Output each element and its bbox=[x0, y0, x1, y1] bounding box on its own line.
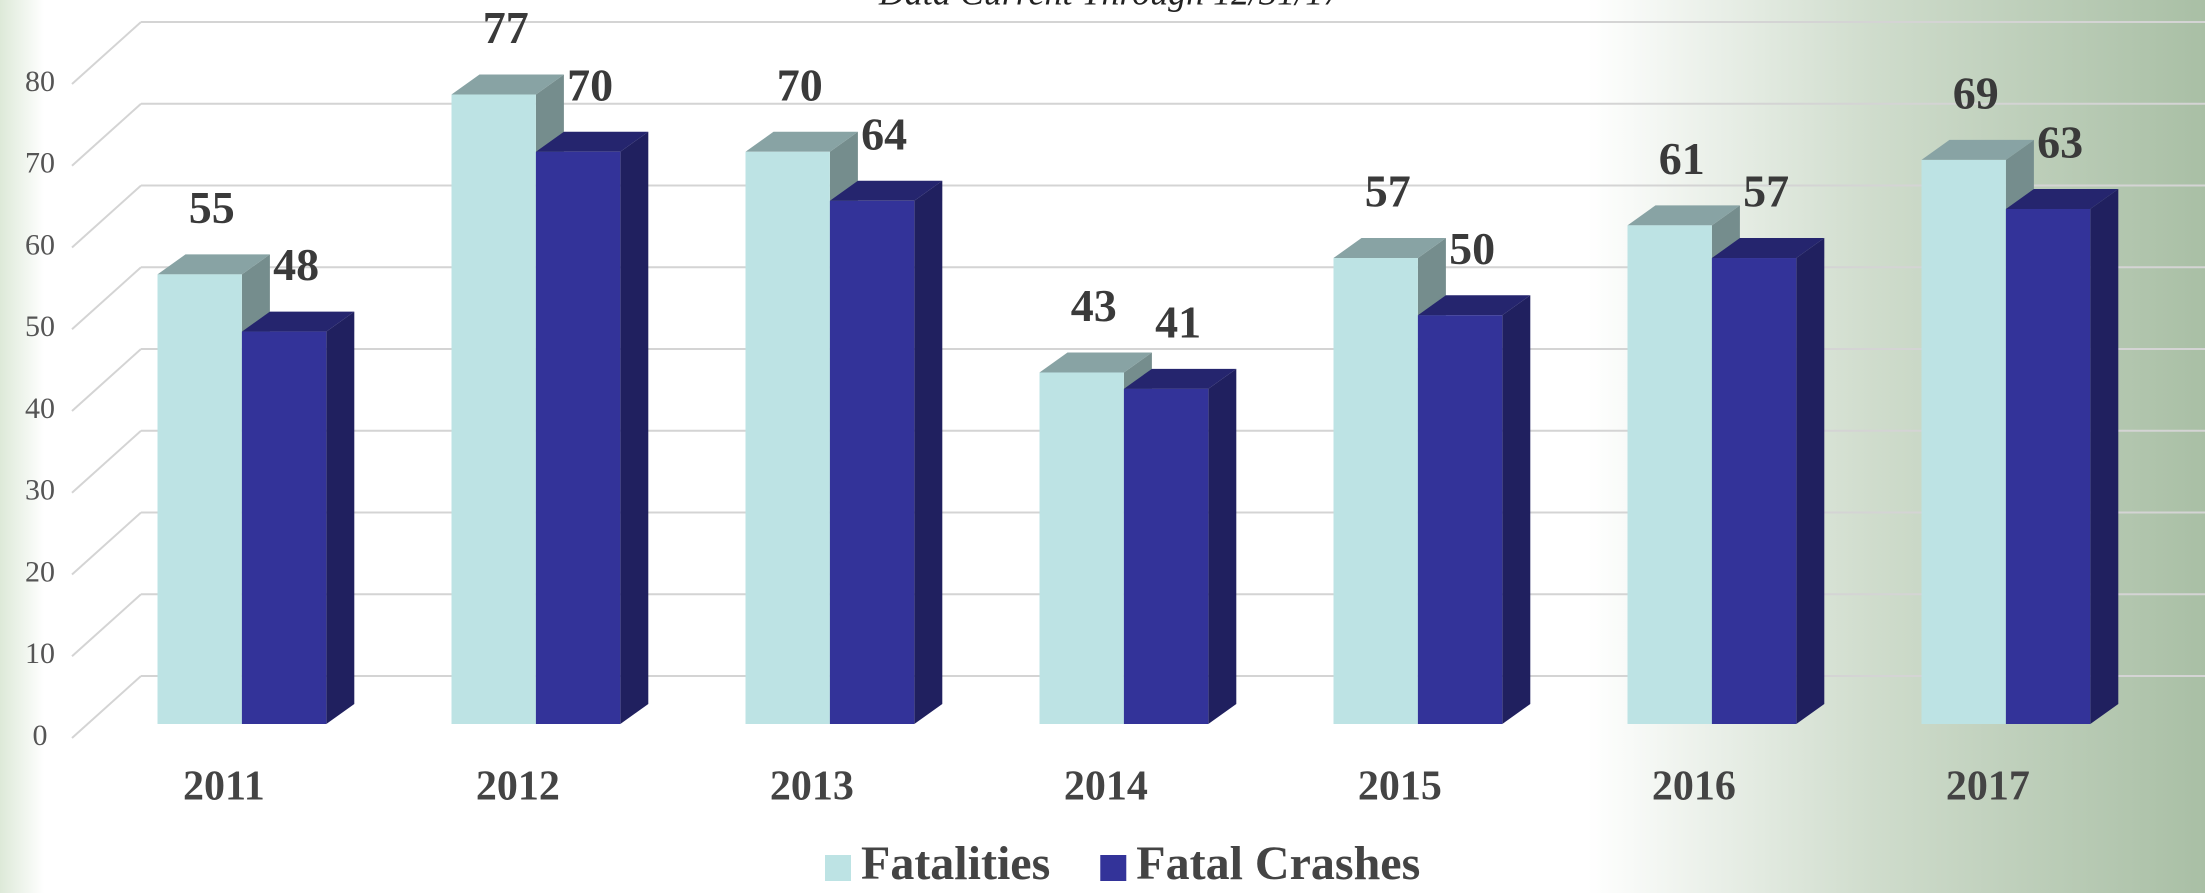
bar-top bbox=[2005, 188, 2119, 209]
bar-top bbox=[535, 131, 649, 152]
y-tick-label: 0 bbox=[33, 719, 48, 752]
x-tick-label: 2013 bbox=[770, 764, 854, 810]
value-label: 50 bbox=[1449, 223, 1495, 274]
bar-front bbox=[1123, 388, 1209, 724]
bar-front bbox=[241, 331, 327, 724]
legend-swatch bbox=[825, 855, 851, 881]
value-label: 69 bbox=[1953, 67, 1999, 118]
bar bbox=[1711, 238, 1825, 724]
subtitle: Data Current Through 12/31/17 bbox=[878, 0, 1343, 12]
value-label: 48 bbox=[273, 239, 319, 290]
bar-top bbox=[1123, 368, 1237, 389]
value-label: 55 bbox=[189, 182, 235, 233]
bar-top bbox=[1417, 295, 1531, 316]
value-label: 41 bbox=[1155, 296, 1201, 347]
bar bbox=[2005, 188, 2119, 725]
bar-top bbox=[1039, 352, 1152, 373]
bar-front bbox=[745, 151, 830, 724]
bar-front bbox=[451, 94, 536, 724]
y-tick-label: 80 bbox=[25, 65, 55, 98]
value-label: 64 bbox=[861, 108, 907, 159]
value-label: 63 bbox=[2037, 117, 2083, 168]
y-tick-label: 10 bbox=[25, 637, 55, 670]
x-tick-label: 2017 bbox=[1946, 764, 2030, 810]
value-label: 61 bbox=[1659, 133, 1705, 184]
x-tick-label: 2011 bbox=[183, 764, 265, 810]
bar bbox=[829, 180, 943, 725]
bar bbox=[1417, 295, 1531, 724]
x-tick-label: 2015 bbox=[1358, 764, 1442, 810]
grid-line bbox=[71, 430, 142, 494]
bar-side bbox=[1796, 238, 1825, 724]
bar-top bbox=[1627, 205, 1740, 226]
bar-side bbox=[620, 131, 649, 724]
grid-line bbox=[71, 21, 142, 85]
bar-front bbox=[535, 151, 621, 724]
bar-top bbox=[1711, 238, 1825, 259]
bar-top bbox=[451, 74, 564, 95]
grid-line bbox=[71, 266, 142, 330]
grid-line bbox=[71, 348, 142, 412]
grid-line bbox=[71, 184, 142, 249]
bar-side bbox=[326, 311, 355, 724]
grid-line bbox=[71, 511, 142, 576]
bar-front bbox=[1039, 372, 1124, 724]
y-tick-label: 50 bbox=[25, 310, 55, 343]
bar bbox=[1123, 368, 1237, 724]
y-tick-label: 20 bbox=[25, 555, 55, 588]
bar-side bbox=[1502, 295, 1531, 724]
bar-top bbox=[829, 180, 943, 201]
value-label: 43 bbox=[1071, 280, 1117, 331]
bar-top bbox=[1921, 139, 2034, 160]
x-tick-label: 2012 bbox=[476, 764, 560, 810]
bar-side bbox=[914, 180, 943, 725]
grid-line bbox=[71, 593, 142, 657]
bar-top bbox=[1333, 238, 1446, 259]
x-tick-label: 2014 bbox=[1064, 764, 1148, 810]
bar-side bbox=[1208, 368, 1237, 724]
value-label: 70 bbox=[567, 59, 613, 110]
bar-front bbox=[1417, 315, 1503, 724]
legend-label: Fatalities bbox=[861, 837, 1050, 890]
bar bbox=[241, 311, 355, 724]
bar-side bbox=[2090, 188, 2119, 725]
legend-swatch bbox=[1100, 855, 1127, 881]
legend-label: Fatal Crashes bbox=[1136, 837, 1420, 890]
value-label: 77 bbox=[483, 2, 529, 53]
bar-top bbox=[241, 311, 355, 332]
y-tick-label: 30 bbox=[25, 474, 55, 507]
bar bbox=[535, 131, 649, 724]
bar-front bbox=[1711, 258, 1797, 724]
bar-front bbox=[1333, 258, 1418, 724]
bar-front bbox=[157, 274, 242, 724]
grid-line bbox=[71, 675, 142, 739]
value-label: 70 bbox=[777, 59, 823, 110]
bar-front bbox=[1921, 159, 2006, 725]
bar-front bbox=[1627, 225, 1712, 724]
bar-top bbox=[157, 254, 270, 275]
value-label: 57 bbox=[1743, 166, 1789, 217]
x-tick-label: 2016 bbox=[1652, 764, 1736, 810]
bar-top bbox=[745, 131, 858, 152]
y-tick-label: 40 bbox=[25, 392, 55, 425]
bar-front bbox=[2005, 208, 2091, 725]
y-tick-label: 60 bbox=[25, 228, 55, 261]
grid-line bbox=[71, 103, 142, 167]
value-label: 57 bbox=[1365, 166, 1411, 217]
y-tick-label: 70 bbox=[25, 147, 55, 180]
bar-front bbox=[829, 200, 915, 725]
